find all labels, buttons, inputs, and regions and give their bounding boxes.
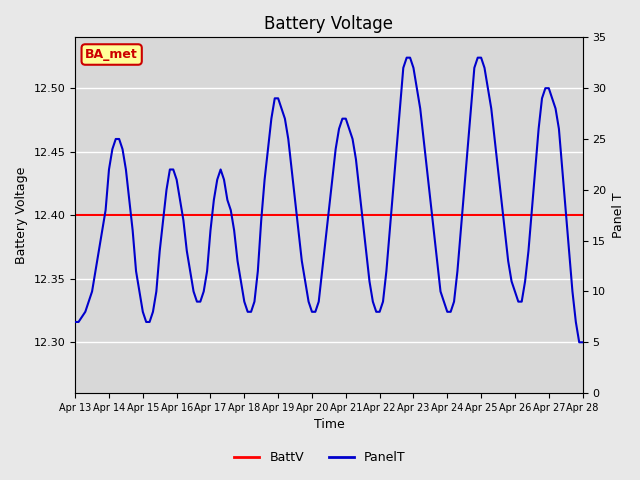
Title: Battery Voltage: Battery Voltage xyxy=(264,15,394,33)
Text: BA_met: BA_met xyxy=(85,48,138,61)
Y-axis label: Panel T: Panel T xyxy=(612,192,625,238)
X-axis label: Time: Time xyxy=(314,419,344,432)
Legend: BattV, PanelT: BattV, PanelT xyxy=(229,446,411,469)
Y-axis label: Battery Voltage: Battery Voltage xyxy=(15,167,28,264)
